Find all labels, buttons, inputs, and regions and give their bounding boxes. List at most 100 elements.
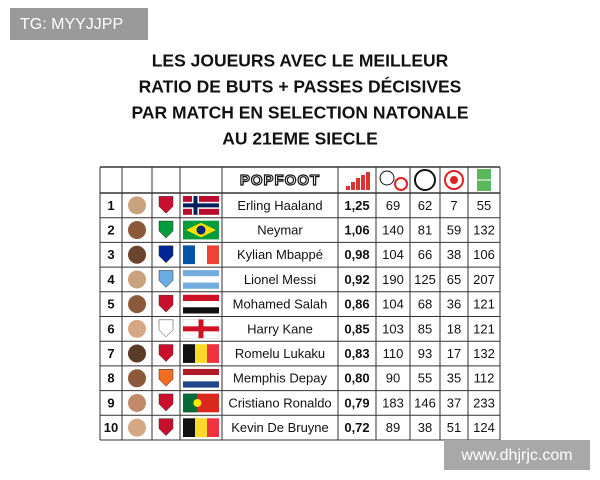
player-photo bbox=[128, 319, 146, 338]
header-icon bbox=[414, 169, 436, 191]
cell: 51 bbox=[447, 420, 461, 435]
watermark: TG: MYYJJPP bbox=[20, 16, 123, 33]
player-photo bbox=[128, 393, 146, 412]
flag-stripe bbox=[183, 344, 195, 363]
player-name: Cristiano Ronaldo bbox=[228, 395, 331, 410]
cell: 65 bbox=[447, 272, 461, 287]
player-name: Harry Kane bbox=[247, 321, 313, 336]
flag-stripe bbox=[183, 203, 219, 208]
ratio: 0,98 bbox=[344, 247, 369, 262]
cell: 125 bbox=[414, 272, 436, 287]
player-photo bbox=[128, 369, 146, 388]
cell: 85 bbox=[418, 321, 432, 336]
cell: 55 bbox=[477, 198, 491, 213]
header-icon bbox=[361, 175, 365, 190]
cell: 140 bbox=[382, 222, 404, 237]
cell: 68 bbox=[418, 297, 432, 312]
cell: 207 bbox=[473, 272, 495, 287]
cell: 233 bbox=[473, 395, 495, 410]
cell: 190 bbox=[382, 272, 404, 287]
header-icon bbox=[394, 177, 408, 191]
ratio: 0,72 bbox=[344, 420, 369, 435]
rank: 6 bbox=[107, 321, 114, 336]
rank: 5 bbox=[107, 297, 114, 312]
flag-stripe bbox=[183, 301, 219, 308]
cell: 146 bbox=[414, 395, 436, 410]
header-icon bbox=[366, 172, 370, 190]
team-badge bbox=[158, 418, 174, 437]
team-badge bbox=[158, 344, 174, 362]
cell: 124 bbox=[473, 420, 495, 435]
flag-stripe bbox=[183, 418, 195, 437]
flag-stripe bbox=[183, 368, 219, 376]
team-badge bbox=[158, 270, 174, 288]
ratio: 0,83 bbox=[344, 346, 369, 361]
rank: 2 bbox=[107, 222, 114, 237]
flag-stripe bbox=[183, 276, 219, 283]
player-name: Neymar bbox=[257, 222, 303, 237]
player-photo bbox=[128, 418, 146, 437]
cell: 121 bbox=[473, 297, 495, 312]
cell: 132 bbox=[473, 346, 495, 361]
cell: 18 bbox=[447, 321, 461, 336]
cell: 93 bbox=[418, 346, 432, 361]
flag-stripe bbox=[183, 282, 219, 289]
flag-stripe bbox=[195, 344, 207, 363]
title-line: RATIO DE BUTS + PASSES DÉCISIVES bbox=[139, 76, 462, 97]
title-line: LES JOUEURS AVEC LE MEILLEUR bbox=[152, 51, 449, 71]
cell: 103 bbox=[382, 321, 404, 336]
rank: 9 bbox=[107, 395, 114, 410]
cell: 17 bbox=[447, 346, 461, 361]
cell: 66 bbox=[418, 247, 432, 262]
ratio: 1,25 bbox=[344, 198, 369, 213]
cell: 36 bbox=[447, 297, 461, 312]
cell: 38 bbox=[418, 420, 432, 435]
flag-stripe bbox=[183, 393, 198, 413]
rank: 1 bbox=[107, 198, 114, 213]
rank: 3 bbox=[107, 247, 114, 262]
header-icon bbox=[356, 178, 360, 190]
flag-stripe bbox=[183, 326, 219, 332]
watermark-box bbox=[10, 8, 148, 40]
rank: 4 bbox=[107, 272, 115, 287]
cell: 104 bbox=[382, 297, 404, 312]
flag-stripe bbox=[207, 344, 219, 363]
cell: 183 bbox=[382, 395, 404, 410]
cell: 112 bbox=[474, 371, 495, 386]
team-badge bbox=[158, 393, 174, 412]
player-name: Romelu Lukaku bbox=[235, 346, 325, 361]
player-photo bbox=[128, 245, 146, 264]
flag-stripe bbox=[183, 381, 219, 388]
watermark-box bbox=[444, 440, 590, 470]
title-line: AU 21EME SIECLE bbox=[222, 129, 378, 149]
cell: 104 bbox=[382, 247, 404, 262]
header-icon bbox=[379, 170, 395, 186]
cell: 69 bbox=[386, 198, 400, 213]
team-badge bbox=[158, 196, 174, 214]
flag-stripe bbox=[183, 294, 219, 302]
ratio: 0,85 bbox=[344, 321, 369, 336]
team-badge bbox=[158, 319, 174, 338]
flag-stripe bbox=[195, 245, 207, 265]
cell: 110 bbox=[383, 346, 404, 361]
player-photo bbox=[128, 344, 146, 363]
cell: 106 bbox=[473, 247, 495, 262]
ratio: 0,80 bbox=[344, 371, 369, 386]
cell: 59 bbox=[447, 222, 461, 237]
team-badge bbox=[158, 369, 174, 387]
flag-stripe bbox=[207, 245, 219, 265]
watermark: www.dhjrjc.com bbox=[460, 447, 572, 464]
player-photo bbox=[128, 270, 146, 289]
header-icon bbox=[450, 176, 458, 184]
cell: 81 bbox=[418, 222, 432, 237]
team-badge bbox=[158, 245, 174, 264]
ratio: 0,86 bbox=[344, 297, 369, 312]
title-line: PAR MATCH EN SELECTION NATONALE bbox=[131, 103, 468, 123]
player-photo bbox=[128, 196, 146, 215]
cell: 55 bbox=[418, 371, 432, 386]
player-photo bbox=[128, 295, 146, 314]
player-photo bbox=[128, 221, 146, 240]
flag-stripe bbox=[193, 398, 202, 407]
ratio: 0,79 bbox=[344, 395, 369, 410]
